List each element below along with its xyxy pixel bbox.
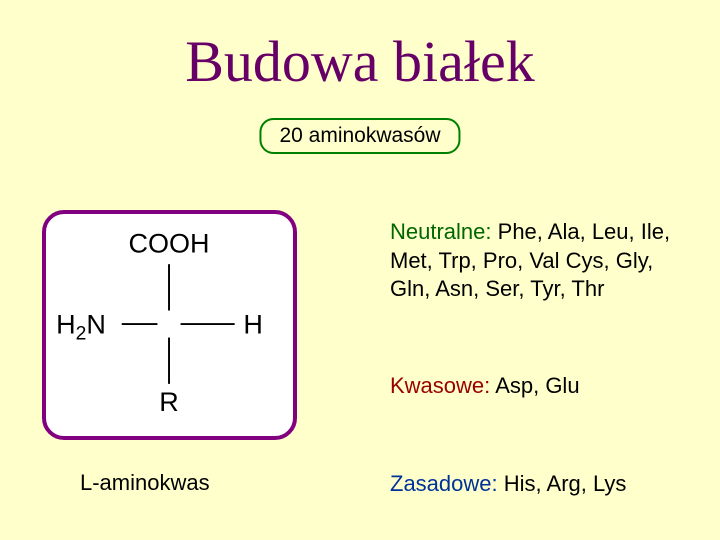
page-title: Budowa białek: [0, 28, 720, 95]
category-acidic-items: Asp, Glu: [495, 373, 579, 398]
chemical-structure-svg: COOH H2N H R: [46, 214, 293, 436]
category-acidic: Kwasowe: Asp, Glu: [390, 372, 690, 401]
structure-label-right: H: [243, 310, 263, 340]
category-neutral: Neutralne: Phe, Ala, Leu, Ile, Met, Trp,…: [390, 218, 690, 304]
category-basic-items: His, Arg, Lys: [504, 471, 627, 496]
category-neutral-label: Neutralne:: [390, 219, 492, 244]
subtitle-badge: 20 aminokwasów: [259, 118, 460, 154]
category-basic: Zasadowe: His, Arg, Lys: [390, 470, 690, 499]
category-basic-label: Zasadowe:: [390, 471, 498, 496]
structure-label-bottom: R: [159, 387, 179, 417]
category-acidic-label: Kwasowe:: [390, 373, 490, 398]
structure-caption: L-aminokwas: [80, 470, 210, 496]
structure-label-left: H2N: [56, 310, 106, 345]
structure-label-top: COOH: [128, 229, 209, 259]
amino-acid-structure: COOH H2N H R: [42, 210, 297, 440]
